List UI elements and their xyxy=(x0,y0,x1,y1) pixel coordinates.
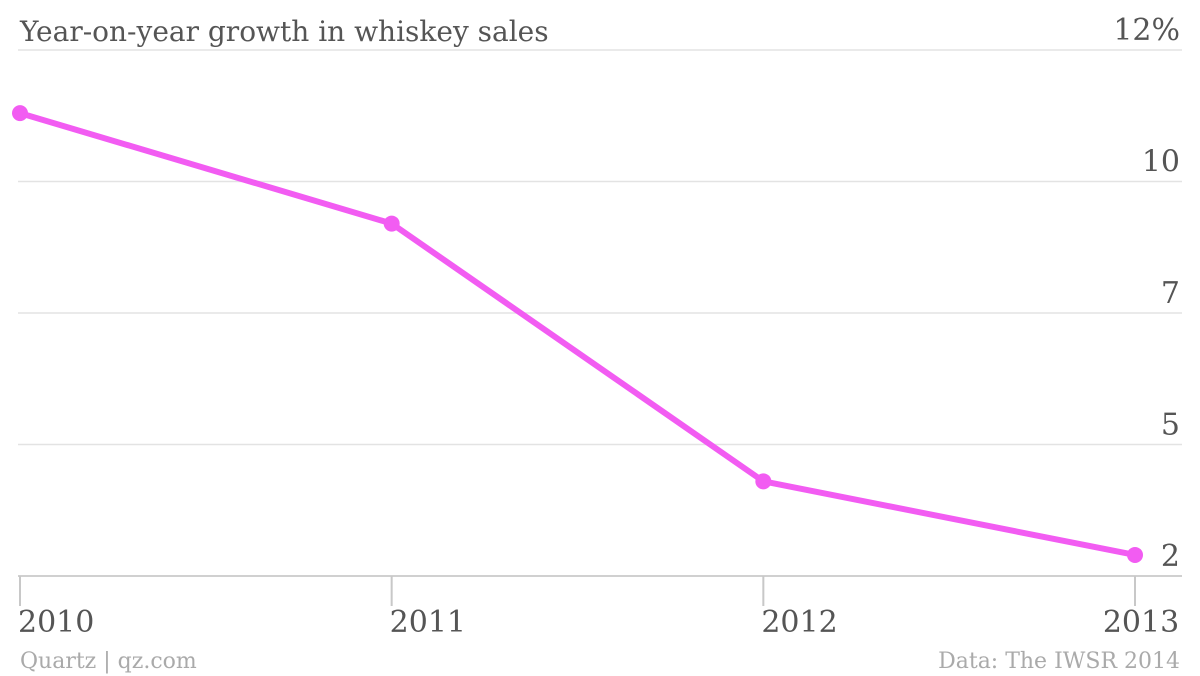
x-tick-label: 2010 xyxy=(18,605,94,640)
x-tick-label: 2012 xyxy=(761,605,837,640)
y-tick-label: 12% xyxy=(1113,13,1180,48)
series-line xyxy=(17,110,1138,558)
data-point xyxy=(1127,546,1143,563)
series xyxy=(12,105,1143,563)
footer-source-right: Data: The IWSR 2014 xyxy=(938,649,1180,674)
x-tick-label: 2011 xyxy=(390,605,466,640)
chart-title: Year-on-year growth in whiskey sales xyxy=(19,15,549,48)
data-point xyxy=(383,215,400,232)
data-point xyxy=(12,105,28,122)
y-axis: 2 5 7 10 12% xyxy=(1113,13,1180,574)
x-axis: 2010 2011 2012 2013 xyxy=(18,576,1179,640)
gridlines xyxy=(18,49,1182,577)
y-tick-label: 7 xyxy=(1161,276,1180,311)
data-point xyxy=(755,473,772,490)
y-tick-label: 2 xyxy=(1161,539,1180,574)
y-tick-label: 5 xyxy=(1161,408,1180,443)
y-tick-label: 10 xyxy=(1142,145,1180,180)
footer-source-left: Quartz | qz.com xyxy=(20,649,197,674)
x-tick-label: 2013 xyxy=(1103,605,1179,640)
